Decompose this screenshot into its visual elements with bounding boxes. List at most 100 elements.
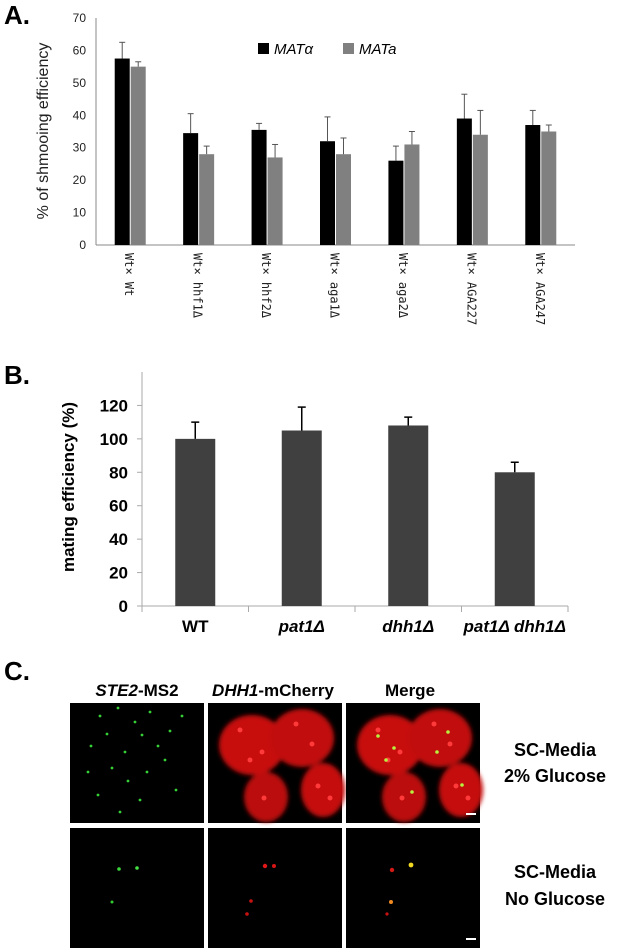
chart-a-category-label: Wt× hhf2Δ <box>259 253 273 319</box>
green-focus <box>117 707 120 710</box>
red-granule <box>400 796 405 801</box>
chart-a-y-tick-label: 50 <box>73 76 87 90</box>
chart-a-y-tick-label: 60 <box>73 43 87 57</box>
legend-label-mat-alpha: MATα <box>274 41 314 58</box>
chart-a-y-axis-title: % of shmooing efficiency <box>35 43 52 220</box>
chart-a-bar <box>199 154 214 245</box>
row-label-1-line2: 2% Glucose <box>504 766 606 786</box>
chart-a-bar <box>252 130 267 245</box>
micrograph-ste2-ms2-no-glucose <box>70 828 204 948</box>
col-header-dhh1-mcherry: DHH1-mCherry <box>212 681 334 700</box>
colocalized-focus <box>410 790 414 794</box>
chart-b-y-tick-label: 20 <box>109 564 128 583</box>
legend-label-mat-a: MATa <box>359 41 397 58</box>
green-focus <box>134 721 137 724</box>
green-focus <box>99 715 102 718</box>
colocalized-focus <box>384 758 388 762</box>
chart-a-y-tick-label: 30 <box>73 141 87 155</box>
chart-a-bar <box>404 144 419 245</box>
chart-b-y-tick-label: 120 <box>100 396 128 415</box>
green-focus <box>181 715 184 718</box>
chart-a-bar <box>541 132 556 246</box>
red-granule <box>316 784 321 789</box>
colocalized-focus <box>376 734 380 738</box>
chart-a-category-label: Wt× AGA227 <box>464 253 478 325</box>
green-focus <box>106 733 109 736</box>
red-granule <box>328 796 333 801</box>
red-granule <box>310 742 315 747</box>
chart-b-category-label: dhh1Δ <box>382 617 434 636</box>
green-focus <box>97 794 100 797</box>
colocalized-focus <box>435 750 439 754</box>
micrograph-merge-glucose <box>346 703 483 823</box>
chart-a-bar <box>388 161 403 245</box>
chart-a-bar <box>336 154 351 245</box>
row-label-2-line1: SC-Media <box>514 862 597 882</box>
chart-a-bar <box>525 125 540 245</box>
chart-a-y-tick-label: 40 <box>73 108 87 122</box>
chart-a-category-label: Wt× aga2Δ <box>396 253 410 319</box>
colocalized-focus <box>392 746 396 750</box>
green-focus <box>119 811 122 814</box>
green-focus <box>164 759 167 762</box>
chart-b-y-tick-label: 40 <box>109 530 128 549</box>
chart-b-y-axis-title: mating efficiency (%) <box>59 402 78 572</box>
chart-a-bar <box>268 157 283 245</box>
chart-a-category-label: Wt× hhf1Δ <box>191 253 205 319</box>
green-focus <box>157 745 160 748</box>
chart-a-bar <box>131 67 146 245</box>
chart-a-bar <box>457 119 472 245</box>
green-focus <box>141 734 144 737</box>
red-granule <box>454 784 459 789</box>
legend-swatch-mat-a <box>343 43 354 54</box>
scale-bar-row1 <box>466 813 476 815</box>
red-granule <box>260 750 265 755</box>
green-focus <box>139 799 142 802</box>
colocalized-focus <box>446 730 450 734</box>
red-granule <box>448 742 453 747</box>
red-granule <box>294 722 299 727</box>
red-granule <box>466 796 471 801</box>
row-label-2-line2: No Glucose <box>505 889 605 909</box>
green-focus <box>169 730 172 733</box>
red-granule <box>376 728 381 733</box>
panel-b-label: B. <box>4 360 30 390</box>
green-focus <box>149 711 152 714</box>
chart-b-bar <box>282 431 322 607</box>
chart-b-y-tick-label: 100 <box>100 430 128 449</box>
chart-a-bar <box>473 135 488 245</box>
green-focus <box>127 780 130 783</box>
green-focus <box>146 771 149 774</box>
chart-a-y-tick-label: 70 <box>73 11 87 25</box>
chart-b-category-label: pat1Δ <box>278 617 325 636</box>
micrograph-dhh1-mcherry-glucose <box>208 703 345 823</box>
chart-b-bar <box>495 472 535 606</box>
chart-a-y-tick-label: 20 <box>73 173 87 187</box>
red-granule <box>398 750 403 755</box>
chart-b-bar <box>388 425 428 606</box>
red-granule <box>262 796 267 801</box>
red-granule <box>238 728 243 733</box>
green-focus <box>90 745 93 748</box>
red-granule <box>432 722 437 727</box>
chart-b-category-label: pat1Δ dhh1Δ <box>463 617 566 636</box>
legend-swatch-mat-alpha <box>258 43 269 54</box>
micrograph-merge-no-glucose <box>346 828 480 948</box>
micrograph-ste2-ms2-glucose <box>70 703 204 823</box>
chart-a-category-label: Wt× aga1Δ <box>328 253 342 319</box>
red-granule <box>248 758 253 763</box>
chart-a-category-label: Wt× Wt <box>122 253 136 296</box>
row-label-1-line1: SC-Media <box>514 740 597 760</box>
panel-a-label: A. <box>4 0 30 30</box>
col-header-merge: Merge <box>385 681 435 700</box>
chart-a-bar <box>115 59 130 245</box>
chart-a-y-tick-label: 10 <box>73 206 87 220</box>
green-focus <box>175 789 178 792</box>
green-focus <box>87 771 90 774</box>
green-focus <box>111 767 114 770</box>
chart-b-y-tick-label: 0 <box>119 597 128 616</box>
chart-a-bar <box>183 133 198 245</box>
panel-c-label: C. <box>4 656 30 686</box>
